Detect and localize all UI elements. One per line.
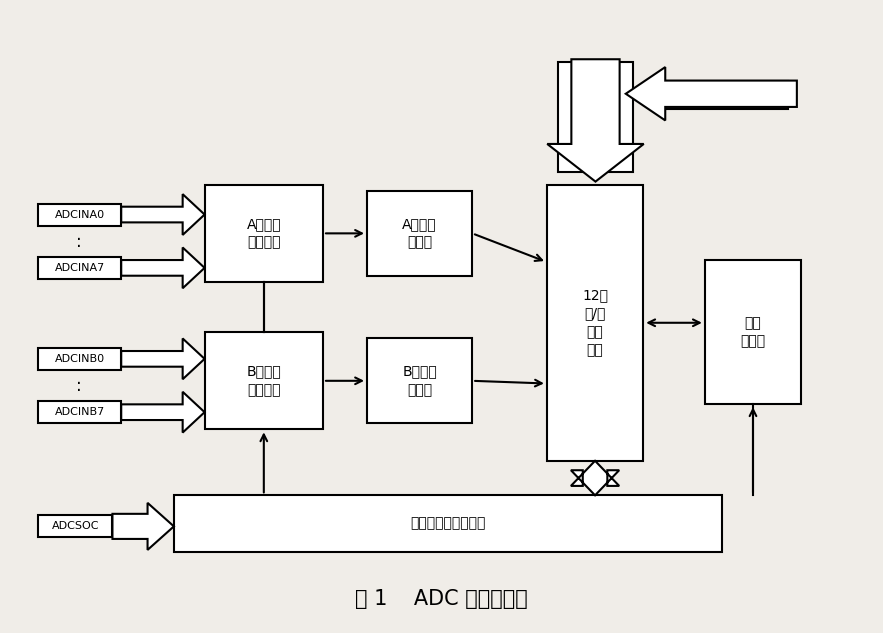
Text: :: :: [76, 377, 82, 394]
Bar: [38, 257, 121, 279]
Polygon shape: [626, 67, 796, 120]
Bar: [38, 348, 121, 370]
Text: 图 1    ADC 部件原理图: 图 1 ADC 部件原理图: [355, 589, 528, 609]
Bar: [174, 495, 722, 552]
Bar: [205, 332, 323, 429]
Polygon shape: [121, 339, 205, 379]
Bar: [38, 401, 121, 423]
Bar: [558, 63, 633, 172]
Bar: [367, 339, 472, 423]
Text: 12位
模/数
转换
部件: 12位 模/数 转换 部件: [582, 288, 608, 358]
Text: ADCINA0: ADCINA0: [55, 210, 104, 220]
Bar: [705, 260, 801, 404]
Polygon shape: [547, 60, 644, 182]
Text: ADCINB7: ADCINB7: [55, 407, 105, 417]
Text: B组多路
选择开关: B组多路 选择开关: [246, 365, 281, 397]
Bar: [38, 515, 112, 537]
Bar: [665, 81, 789, 110]
Text: ADCINB0: ADCINB0: [55, 354, 104, 364]
Text: 时钟
分频
器: 时钟 分频 器: [587, 92, 604, 142]
Text: ADCINA7: ADCINA7: [55, 263, 105, 273]
Text: A组采样
保持器: A组采样 保持器: [403, 217, 437, 249]
Polygon shape: [571, 461, 619, 495]
Text: 结果
寄存器: 结果 寄存器: [741, 316, 766, 348]
Polygon shape: [121, 194, 205, 235]
Bar: [547, 185, 644, 461]
Text: B组采样
保持器: B组采样 保持器: [402, 365, 437, 397]
Bar: [205, 185, 323, 282]
Text: :: :: [76, 234, 82, 251]
Text: ADCSOC: ADCSOC: [51, 522, 99, 531]
Bar: [38, 204, 121, 225]
Text: 时钟系统: 时钟系统: [710, 89, 743, 103]
Bar: [367, 191, 472, 276]
Polygon shape: [112, 503, 174, 550]
Polygon shape: [121, 392, 205, 432]
Polygon shape: [121, 248, 205, 288]
Text: 模数时序控制自动机: 模数时序控制自动机: [411, 517, 486, 530]
Text: A组多路
选择开关: A组多路 选择开关: [246, 217, 281, 249]
